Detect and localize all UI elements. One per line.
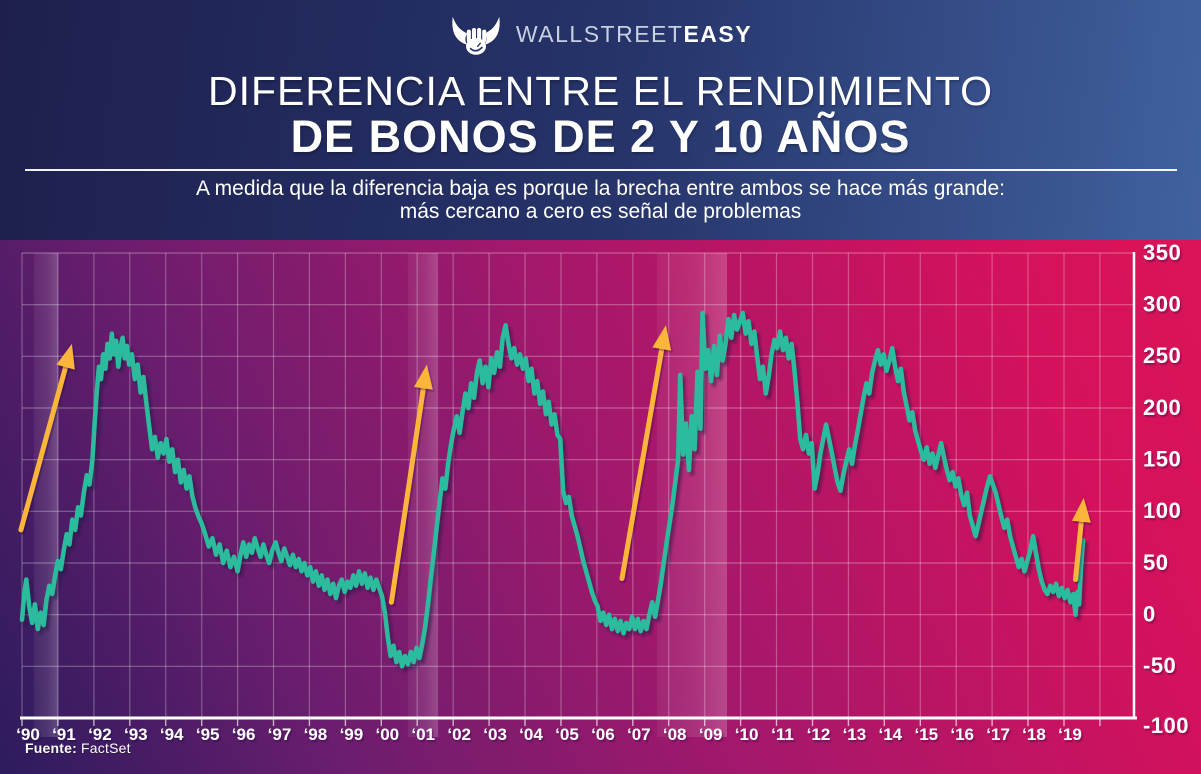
x-axis-label: ‘10 [735,725,759,744]
x-axis-label: ‘93 [124,725,148,744]
page-title-line2: DE BONOS DE 2 Y 10 AÑOS [290,111,911,162]
y-axis-label: 0 [1143,602,1156,627]
x-axis-label: ‘00 [375,725,399,744]
x-axis-label: ‘96 [232,725,256,744]
x-axis-label: ‘91 [52,725,76,744]
x-axis-label: ‘05 [555,725,579,744]
x-axis-label: ‘98 [304,725,328,744]
x-axis-label: ‘06 [591,725,615,744]
y-axis-label: 150 [1143,447,1181,472]
x-axis-label: ‘09 [699,725,723,744]
source-attribution: Fuente: FactSet [25,740,131,756]
x-axis-label: ‘18 [1022,725,1046,744]
x-axis-label: ‘13 [843,725,867,744]
source-label: Fuente: [25,740,77,756]
trend-arrow-head [652,325,672,351]
brand-bold: EASY [683,20,753,47]
trend-arrow-head [414,364,433,390]
trend-arrow-shaft [18,359,70,533]
y-axis-label: 300 [1143,292,1181,317]
bull-fist-logo-icon [449,10,503,58]
x-axis-label: ‘90 [16,725,40,744]
x-axis-label: ‘16 [950,725,974,744]
brand-row: WALLSTREETEASY [0,0,1201,60]
y-axis-label: 50 [1143,550,1168,575]
brand-wordmark: WALLSTREETEASY [516,21,752,48]
y-axis-label: -50 [1143,653,1176,678]
x-axis-label: ‘11 [771,725,794,744]
x-axis-label: ‘14 [878,725,902,744]
brand-light: WALLSTREET [515,20,684,47]
recession-band [407,253,439,737]
x-axis-label: ‘02 [447,725,471,744]
spread-line-chart: 350 300 250 200 150 100 50 0 -50 -100 ‘90 ‘91 ‘92 ‘93… [16,240,1189,744]
title-divider [24,169,1177,171]
y-axis-label: -100 [1143,713,1189,738]
trend-arrow-head [1071,497,1091,523]
chart-section: 350 300 250 200 150 100 50 0 -50 -100 ‘90 ‘91 ‘92 ‘93… [0,240,1201,774]
recession-band [656,253,727,737]
y-axis-label: 350 [1143,240,1181,265]
x-axis-label: ‘19 [1058,725,1082,744]
x-axis-label: ‘03 [483,725,507,744]
trend-arrow-head [56,343,75,370]
recession-band [33,253,58,737]
x-axis-label: ‘01 [411,725,435,744]
x-axis-label: ‘07 [627,725,651,744]
subtitle-line1: A medida que la diferencia baja es porqu… [195,177,1005,200]
x-axis-label: ‘94 [160,725,184,744]
x-axis-label: ‘17 [986,725,1010,744]
y-axis-label: 200 [1143,395,1181,420]
page-title-line1: DIFERENCIA ENTRE EL RENDIMIENTO [207,68,994,114]
trend-arrow-shaft [1073,514,1085,582]
source-value: FactSet [81,740,131,756]
y-axis-label: 250 [1143,343,1181,368]
subtitle-line2: más cercano a cero es señal de problemas [399,200,802,223]
x-axis-label: ‘92 [88,725,112,744]
trend-arrow-shaft [619,341,666,581]
spread-line [19,310,1086,669]
x-axis-label: ‘08 [663,725,687,744]
x-axis-label: ‘99 [340,725,364,744]
x-axis-label: ‘04 [519,725,543,744]
trend-arrow-shaft [388,380,427,605]
y-axis-label: 100 [1143,498,1181,523]
x-axis-label: ‘15 [914,725,938,744]
x-axis-label: ‘97 [268,725,292,744]
x-axis-label: ‘12 [807,725,831,744]
header: WALLSTREETEASY DIFERENCIA ENTRE EL RENDI… [0,0,1201,240]
x-axis-label: ‘95 [196,725,220,744]
